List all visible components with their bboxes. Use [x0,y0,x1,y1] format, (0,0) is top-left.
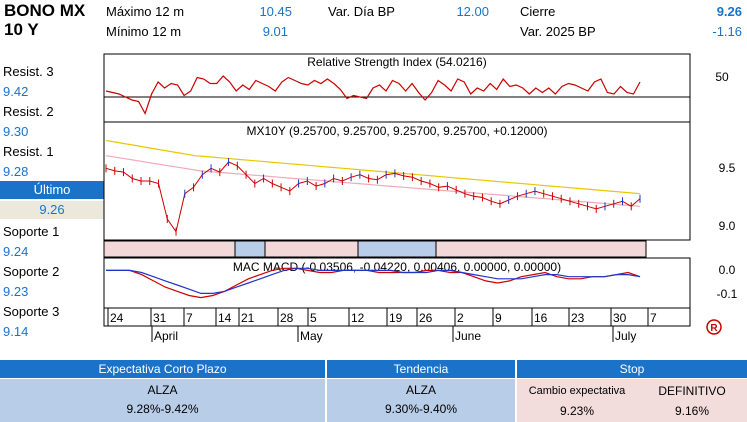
soporte3-label: Soporte 3 [3,304,60,319]
x-tick-label: 28 [280,311,294,325]
exp-value: ALZA [147,383,178,397]
exp-range: 9.28%-9.42% [126,402,199,416]
tend-value: ALZA [405,383,436,397]
max-12m-value: 10.45 [259,4,292,19]
min-12m-value: 9.01 [262,24,288,39]
resist1-value: 9.28 [3,164,29,179]
macd-tick-0: 0.0 [719,263,736,277]
cambio-value: 9.23% [559,404,595,418]
instrument-name: BONO MX [4,1,86,20]
x-axis: 24 31 7 14 21 28 5 12 19 26 2 9 16 23 30 7 April May June J… [103,307,691,343]
price-ticks-down [105,161,632,236]
var-dia-label: Var. Día BP [328,4,395,19]
trend-band [103,240,647,258]
summary-table: Expectativa Corto Plazo Tendencia Stop A… [0,360,747,422]
soporte3-value: 9.14 [3,324,29,339]
x-tick-label: 7 [650,311,657,325]
resist3-value: 9.42 [3,84,29,99]
rsi-panel: Relative Strength Index (54.0216) 50 [103,53,729,123]
resist1-label: Resist. 1 [3,144,54,159]
price-tick-90: 9.0 [719,219,736,233]
macd-tick-neg01: -0.1 [717,287,738,301]
x-tick-label: 5 [310,311,317,325]
x-tick-label: 26 [419,311,433,325]
tend-range: 9.30%-9.40% [384,402,458,416]
technical-chart: Relative Strength Index (54.0216) 50 MX1… [103,53,738,343]
macd-panel: MAC MACD (-0.03506, -0.04220, 0.00406, 0… [103,257,738,309]
soporte2-label: Soporte 2 [3,264,60,279]
ultimo-value: 9.26 [0,201,104,219]
x-tick-label: 7 [186,311,193,325]
cierre-label: Cierre [520,4,556,19]
x-month-label: April [154,329,178,343]
soporte2-value: 9.23 [3,284,29,299]
rsi-frame [103,53,691,123]
x-tick-label: 31 [153,311,167,325]
x-tick-label: 9 [495,311,502,325]
x-tick-label: 12 [351,311,365,325]
logo-circle [706,319,722,335]
cierre-value: 9.26 [716,4,742,19]
trend-band-segment-1 [234,240,266,258]
exp-cell: ALZA 9.28%-9.42% [0,379,325,422]
ma-long-line [105,139,641,195]
resist3-label: Resist. 3 [3,64,54,79]
rsi-tick-50: 50 [715,70,729,84]
x-tick-label: 2 [457,311,464,325]
macd-frame [103,257,691,309]
tend-cell: ALZA 9.30%-9.40% [327,379,515,422]
var-2025-value: -1.16 [712,24,742,39]
soporte1-value: 9.24 [3,244,29,259]
x-month-label: June [455,329,481,343]
min-12m-label: Mínimo 12 m [106,24,182,39]
x-axis-frame [103,307,691,327]
var-dia-value: 12.00 [456,4,489,19]
stop-cell: Cambio expectativa DEFINITIVO 9.23% 9.16… [517,379,747,422]
resist2-value: 9.30 [3,124,29,139]
trend-band-segment-2 [357,240,437,258]
ultimo-label: Último [0,181,104,199]
x-tick-label: 24 [110,311,124,325]
def-label: DEFINITIVO [658,384,726,398]
price-ticks-up [184,158,641,211]
def-value: 9.16% [674,404,710,418]
x-tick-label: 30 [613,311,627,325]
price-series-line [105,161,641,233]
max-12m-label: Máximo 12 m [106,4,185,19]
logo: R [706,319,722,335]
price-panel: MX10Y (9.25700, 9.25700, 9.25700, 9.2570… [103,121,736,241]
resist2-label: Resist. 2 [3,104,54,119]
macd-line [106,267,641,294]
x-tick-label: 23 [571,311,585,325]
ma-short-line [105,155,641,207]
price-title: MX10Y (9.25700, 9.25700, 9.25700, 9.2570… [246,124,547,138]
x-month-label: May [300,329,323,343]
price-frame [103,121,691,241]
rsi-series-line [105,75,641,116]
logo-letter: R [710,323,718,334]
var-2025-label: Var. 2025 BP [520,24,596,39]
macd-title: MAC MACD (-0.03506, -0.04220, 0.00406, 0… [233,260,561,274]
tend-header: Tendencia [327,360,515,378]
cambio-label: Cambio expectativa [528,385,626,397]
x-month-label: July [615,329,636,343]
exp-header: Expectativa Corto Plazo [0,360,325,378]
instrument-tenor: 10 Y [4,20,39,39]
soporte1-label: Soporte 1 [3,224,60,239]
x-tick-label: 21 [241,311,255,325]
instrument-title: BONO MX 10 Y [4,1,85,39]
rsi-title: Relative Strength Index (54.0216) [307,55,486,69]
price-tick-95: 9.5 [719,161,736,175]
x-tick-label: 16 [534,311,548,325]
stop-header: Stop [517,360,747,378]
x-tick-label: 14 [218,311,232,325]
x-tick-label: 19 [389,311,403,325]
